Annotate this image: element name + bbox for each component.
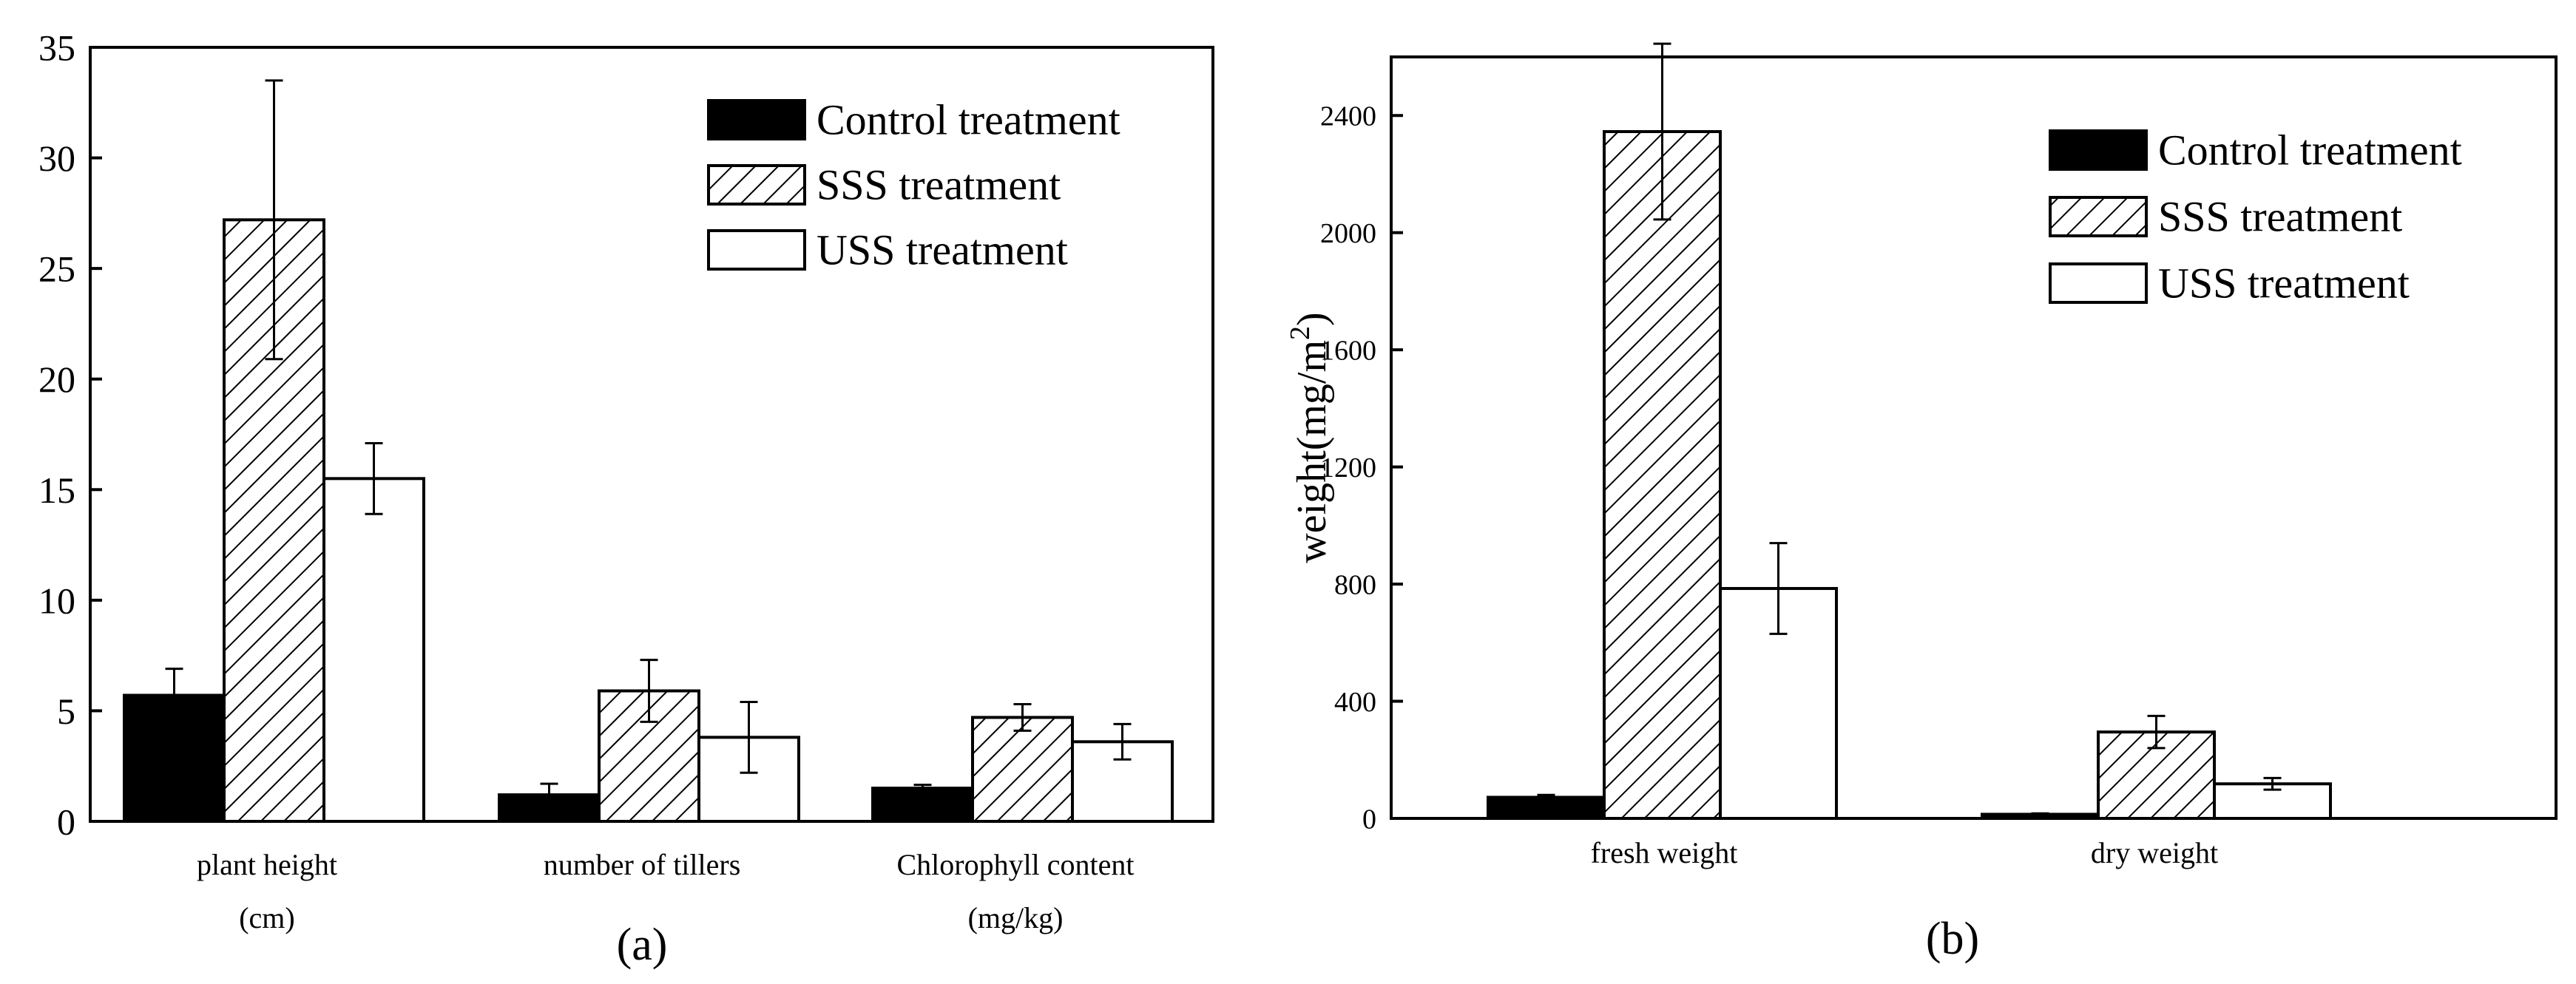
y-tick-label: 2400 bbox=[1320, 101, 1376, 132]
y-tick-label: 0 bbox=[57, 801, 75, 843]
legend-b: Control treatment SSS treatment USS treatm… bbox=[2049, 126, 2462, 308]
error-bar bbox=[265, 79, 283, 361]
legend-swatch-diagonal-hatch bbox=[2049, 196, 2148, 237]
y-axis-title-superscript: 2 bbox=[1285, 326, 1316, 340]
error-bar bbox=[1769, 542, 1788, 635]
y-axis-a: 0 5 10 15 20 25 30 35 bbox=[38, 27, 102, 843]
y-tick-label: 400 bbox=[1334, 687, 1376, 718]
panel-label-b: (b) bbox=[1926, 914, 1979, 964]
bars-a bbox=[123, 218, 1174, 824]
y-tick-label: 35 bbox=[38, 27, 75, 69]
chart-panel-a: 0 5 10 15 20 25 30 35 plant height (cm) number of… bbox=[38, 27, 1214, 970]
category-labels-a: plant height (cm) number of tillers Chlorop… bbox=[197, 848, 1135, 934]
category-labels-b: fresh weight dry weight bbox=[1591, 836, 2219, 869]
panel-label-a: (a) bbox=[617, 920, 668, 970]
error-bar bbox=[165, 668, 183, 723]
legend-a: Control treatment SSS treatment USS treatm… bbox=[707, 96, 1120, 274]
legend-swatch-white bbox=[707, 229, 806, 271]
legend-swatch-solid-black bbox=[2049, 129, 2148, 171]
category-label: fresh weight bbox=[1591, 836, 1738, 869]
y-tick-label: 10 bbox=[38, 580, 75, 621]
legend-label: Control treatment bbox=[817, 96, 1120, 144]
y-tick-label: 30 bbox=[38, 138, 75, 179]
y-axis-title-b: weight(mg/m2) bbox=[1285, 312, 1335, 563]
legend-label: Control treatment bbox=[2158, 126, 2462, 174]
category-label: dry weight bbox=[2091, 836, 2218, 869]
category-label: (mg/kg) bbox=[968, 901, 1064, 934]
error-bar bbox=[2031, 812, 2049, 817]
y-tick-label: 0 bbox=[1362, 804, 1376, 835]
error-bar bbox=[2263, 776, 2282, 791]
plot-frame-b bbox=[1390, 55, 2558, 820]
chart-panel-b: 0 400 800 1200 1600 2000 2400 fresh weight dry … bbox=[1285, 42, 2558, 964]
y-tick-label: 5 bbox=[57, 691, 75, 732]
y-tick-label: 1200 bbox=[1320, 452, 1376, 483]
y-tick-label: 20 bbox=[38, 359, 75, 400]
error-bar bbox=[540, 782, 558, 807]
bar-white-a-0 bbox=[322, 477, 425, 823]
y-tick-label: 2000 bbox=[1320, 218, 1376, 249]
legend-label: USS treatment bbox=[2158, 259, 2410, 308]
error-bar bbox=[1013, 702, 1032, 732]
y-axis-b: 0 400 800 1200 1600 2000 2400 bbox=[1320, 101, 1403, 835]
bar-solid-black-a-2 bbox=[871, 787, 974, 823]
category-label: plant height bbox=[197, 848, 337, 881]
bar-diagonal-hatch-b-0 bbox=[1603, 130, 1722, 820]
error-bar bbox=[640, 659, 658, 723]
legend-swatch-white bbox=[2049, 262, 2148, 304]
legend-label: SSS treatment bbox=[817, 161, 1061, 209]
error-bars-a bbox=[165, 79, 1132, 807]
category-label: number of tillers bbox=[544, 848, 741, 881]
y-tick-label: 1600 bbox=[1320, 335, 1376, 366]
legend-label: SSS treatment bbox=[2158, 193, 2402, 241]
legend-swatch-diagonal-hatch bbox=[707, 164, 806, 206]
y-tick-label: 25 bbox=[38, 248, 75, 290]
error-bar bbox=[913, 784, 932, 793]
bar-diagonal-hatch-a-2 bbox=[971, 716, 1074, 823]
error-bars-b bbox=[1537, 42, 2282, 817]
bar-solid-black-b-0 bbox=[1487, 795, 1606, 821]
category-label: Chlorophyll content bbox=[896, 848, 1134, 881]
error-bar bbox=[1537, 793, 1555, 801]
y-tick-label: 15 bbox=[38, 469, 75, 511]
legend-label: USS treatment bbox=[817, 226, 1068, 274]
category-label: (cm) bbox=[239, 901, 295, 934]
error-bar bbox=[2147, 714, 2166, 750]
y-tick-label: 800 bbox=[1334, 569, 1376, 600]
error-bar bbox=[365, 441, 383, 515]
error-bar bbox=[740, 700, 758, 774]
error-bar bbox=[1113, 722, 1132, 761]
error-bar bbox=[1653, 42, 1671, 221]
legend-swatch-solid-black bbox=[707, 99, 806, 140]
